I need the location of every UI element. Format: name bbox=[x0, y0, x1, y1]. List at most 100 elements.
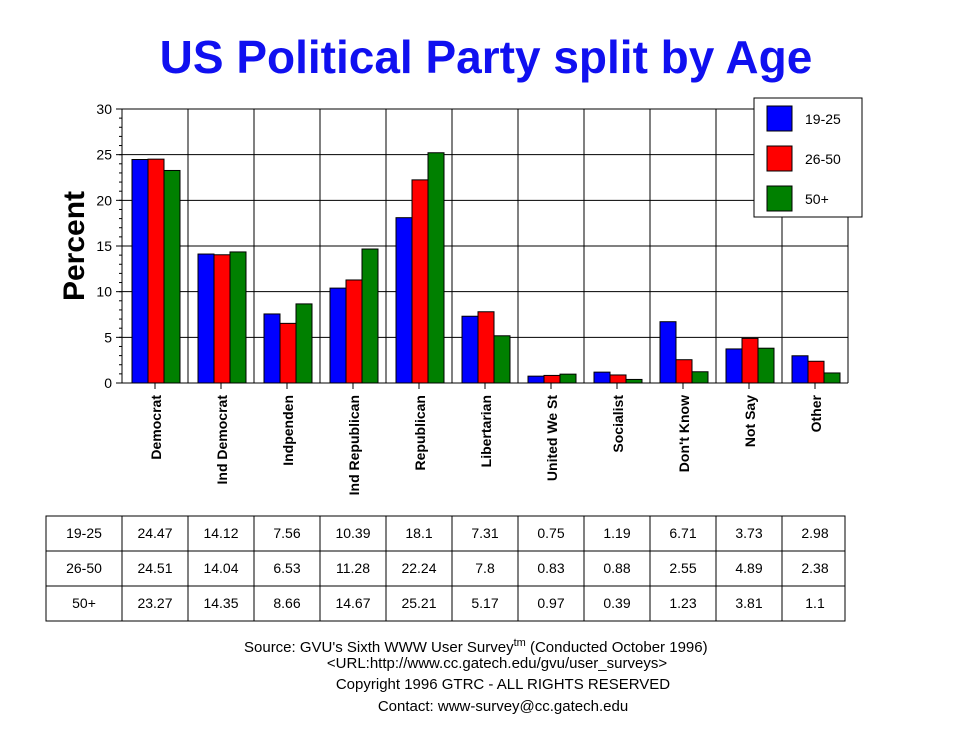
table-cell: 4.89 bbox=[735, 560, 762, 576]
contact-text: Contact: www-survey@cc.gatech.edu bbox=[378, 698, 628, 715]
bar-26-50-Indpenden bbox=[279, 322, 297, 384]
bar-50+-Democrat bbox=[163, 169, 181, 384]
x-tick-label: Indpenden bbox=[280, 395, 296, 466]
table-border bbox=[45, 515, 846, 622]
y-tick-label: 5 bbox=[104, 329, 112, 345]
table-cell: 14.04 bbox=[203, 560, 238, 576]
table-cell: 22.24 bbox=[401, 560, 436, 576]
legend-label: 50+ bbox=[805, 191, 829, 207]
footer: Source: GVU's Sixth WWW User Surveytm (C… bbox=[244, 637, 708, 715]
bar-26-50-Ind Democrat bbox=[213, 254, 231, 384]
table-cell: 14.35 bbox=[203, 595, 238, 611]
bar-26-50-Don't Know bbox=[675, 359, 693, 384]
table-cell: 1.1 bbox=[805, 595, 825, 611]
table-cell: 10.39 bbox=[335, 525, 370, 541]
bar-50+-United We St bbox=[559, 373, 577, 384]
legend-label: 19-25 bbox=[805, 111, 841, 127]
bar-19-25-Indpenden bbox=[263, 313, 281, 384]
table-cell: 6.53 bbox=[273, 560, 300, 576]
table-cell: 14.12 bbox=[203, 525, 238, 541]
table-cell: 11.28 bbox=[336, 560, 370, 576]
table-cell: 6.71 bbox=[669, 525, 696, 541]
table-cell: 7.8 bbox=[475, 560, 495, 576]
table-cell: 3.73 bbox=[735, 525, 762, 541]
bar-19-25-Ind Democrat bbox=[197, 253, 215, 384]
bar-26-50-Socialist bbox=[609, 374, 627, 384]
x-tick-label: Socialist bbox=[610, 395, 626, 453]
table-cell: 25.21 bbox=[401, 595, 436, 611]
bar-50+-Not Say bbox=[757, 347, 775, 384]
bar-50+-Indpenden bbox=[295, 303, 313, 384]
table-cell: 24.51 bbox=[137, 560, 172, 576]
copyright-text: Copyright 1996 GTRC - ALL RIGHTS RESERVE… bbox=[336, 676, 670, 693]
table-row-header: 50+ bbox=[72, 595, 96, 611]
x-tick-label: Don't Know bbox=[676, 395, 692, 472]
x-tick-label: Ind Republican bbox=[346, 395, 362, 495]
data-table: 19-25 24.47 14.12 7.56 10.39 18.1 7.31 0.75 1.19… bbox=[45, 515, 846, 622]
y-axis-label: Percent bbox=[58, 191, 91, 301]
bar-19-25-Don't Know bbox=[659, 321, 677, 384]
table-cell: 1.23 bbox=[669, 595, 696, 611]
bar-19-25-Not Say bbox=[725, 348, 743, 384]
bar-50+-Republican bbox=[427, 152, 445, 384]
legend-label: 26-50 bbox=[805, 151, 841, 167]
table-cell: 0.39 bbox=[603, 595, 630, 611]
y-tick-label: 0 bbox=[104, 375, 112, 391]
table-cell: 0.97 bbox=[537, 595, 564, 611]
table-row-header: 19-25 bbox=[66, 525, 102, 541]
table-cell: 0.75 bbox=[537, 525, 564, 541]
bar-19-25-Ind Republican bbox=[329, 287, 347, 384]
bar-19-25-Republican bbox=[395, 217, 413, 384]
chart-title: US Political Party split by Age bbox=[160, 31, 813, 83]
plot-area: 0 5 10 15 20 25 30 Democrat Ind Democrat Indpende… bbox=[96, 101, 849, 495]
bar-19-25-Other bbox=[791, 355, 809, 384]
legend: 19-25 26-50 50+ bbox=[753, 97, 863, 218]
x-tick-label: Not Say bbox=[742, 395, 758, 447]
table-cell: 0.88 bbox=[603, 560, 630, 576]
bar-26-50-Not Say bbox=[741, 337, 759, 384]
bar-50+-Libertarian bbox=[493, 335, 511, 384]
source-text: Source: GVU's Sixth WWW User Survey bbox=[244, 639, 514, 656]
table-cell: 2.98 bbox=[801, 525, 828, 541]
table-cell: 0.83 bbox=[537, 560, 564, 576]
legend-swatch bbox=[766, 145, 793, 172]
bar-26-50-Ind Republican bbox=[345, 279, 363, 384]
table-cell: 18.1 bbox=[405, 525, 432, 541]
x-tick-label: Ind Democrat bbox=[214, 395, 230, 485]
x-tick-label: Republican bbox=[412, 395, 428, 470]
x-tick-label: United We St bbox=[544, 395, 560, 481]
bar-50+-Ind Republican bbox=[361, 248, 379, 384]
bar-19-25-United We St bbox=[527, 375, 545, 384]
table-cell: 2.38 bbox=[801, 560, 828, 576]
x-tick-label: Democrat bbox=[148, 395, 164, 460]
y-tick-label: 10 bbox=[96, 284, 112, 300]
y-tick-label: 30 bbox=[96, 101, 112, 117]
bar-50+-Don't Know bbox=[691, 371, 709, 384]
bar-26-50-Republican bbox=[411, 179, 429, 384]
table-cell: 1.19 bbox=[603, 525, 630, 541]
table-row-header: 26-50 bbox=[66, 560, 102, 576]
table-cell: 7.31 bbox=[471, 525, 498, 541]
bar-26-50-Other bbox=[807, 360, 825, 384]
svg-text:Source: GVU's Sixth WWW User S: Source: GVU's Sixth WWW User Surveytm (C… bbox=[244, 637, 708, 656]
table-cell: 14.67 bbox=[335, 595, 370, 611]
y-tick-label: 25 bbox=[96, 147, 112, 163]
bar-19-25-Democrat bbox=[131, 159, 149, 384]
table-cell: 2.55 bbox=[669, 560, 696, 576]
x-tick-label: Other bbox=[808, 394, 824, 432]
bar-19-25-Libertarian bbox=[461, 315, 479, 384]
bar-50+-Socialist bbox=[625, 378, 643, 384]
x-tick-label: Libertarian bbox=[478, 395, 494, 467]
y-tick-label: 15 bbox=[96, 238, 112, 254]
bar-50+-Other bbox=[823, 372, 841, 384]
legend-swatch bbox=[766, 105, 793, 132]
bar-26-50-United We St bbox=[543, 374, 561, 384]
table-cell: 7.56 bbox=[273, 525, 300, 541]
table-cell: 5.17 bbox=[471, 595, 498, 611]
table-cell: 24.47 bbox=[137, 525, 172, 541]
tm-mark: tm bbox=[514, 637, 526, 649]
bar-26-50-Democrat bbox=[147, 158, 165, 384]
y-tick-label: 20 bbox=[96, 192, 112, 208]
